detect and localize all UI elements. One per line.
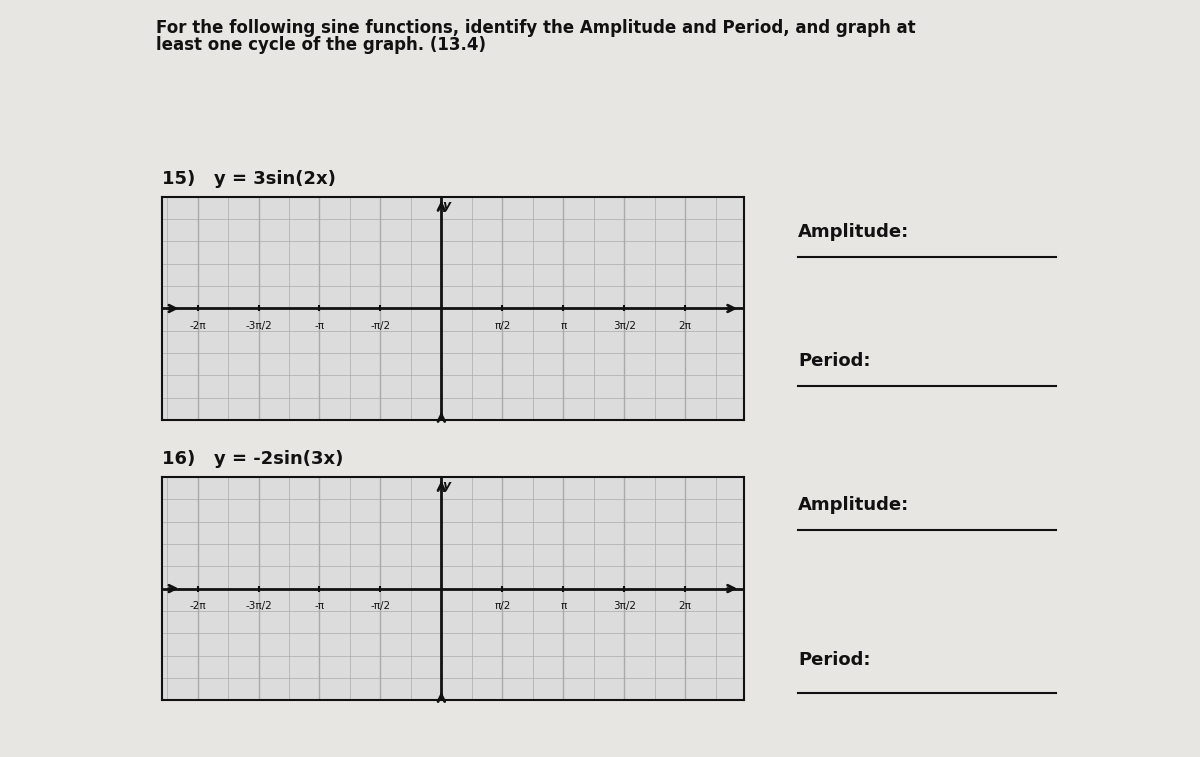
Text: π/2: π/2 (494, 321, 510, 331)
Text: Period:: Period: (798, 651, 870, 669)
Text: Amplitude:: Amplitude: (798, 223, 910, 241)
Text: Period:: Period: (798, 352, 870, 370)
Text: 2π: 2π (679, 601, 691, 611)
Text: y: y (443, 199, 451, 212)
Text: -π: -π (314, 321, 324, 331)
Text: -3π/2: -3π/2 (245, 601, 272, 611)
Text: π/2: π/2 (494, 601, 510, 611)
Text: -2π: -2π (190, 321, 206, 331)
Text: -π/2: -π/2 (371, 321, 390, 331)
Text: 3π/2: 3π/2 (613, 321, 636, 331)
Text: 16)   y = -2sin(3x): 16) y = -2sin(3x) (162, 450, 343, 469)
Text: 3π/2: 3π/2 (613, 601, 636, 611)
Text: 15)   y = 3sin(2x): 15) y = 3sin(2x) (162, 170, 336, 188)
Text: least one cycle of the graph. (13.4): least one cycle of the graph. (13.4) (156, 36, 486, 55)
Text: -π: -π (314, 601, 324, 611)
Text: For the following sine functions, identify the Amplitude and Period, and graph a: For the following sine functions, identi… (156, 19, 916, 37)
Text: π: π (560, 601, 566, 611)
Text: -3π/2: -3π/2 (245, 321, 272, 331)
Text: -2π: -2π (190, 601, 206, 611)
Text: π: π (560, 321, 566, 331)
Text: 2π: 2π (679, 321, 691, 331)
Text: Amplitude:: Amplitude: (798, 496, 910, 514)
Text: y: y (443, 479, 451, 492)
Text: -π/2: -π/2 (371, 601, 390, 611)
